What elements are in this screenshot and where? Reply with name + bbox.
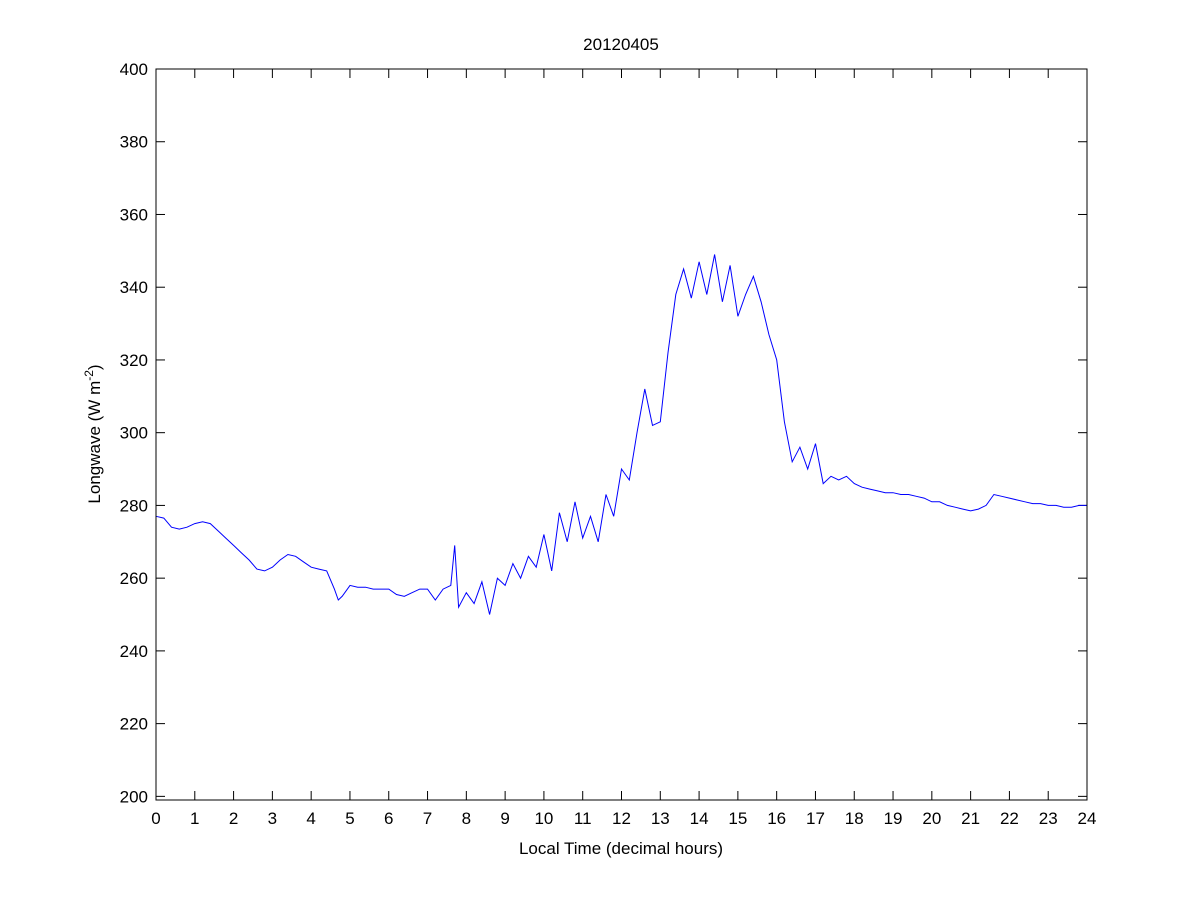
x-tick-label: 13 bbox=[651, 809, 670, 828]
x-tick-label: 4 bbox=[306, 809, 315, 828]
y-tick-label: 240 bbox=[120, 642, 148, 661]
x-tick-label: 6 bbox=[384, 809, 393, 828]
y-tick-label: 300 bbox=[120, 424, 148, 443]
x-tick-label: 9 bbox=[500, 809, 509, 828]
x-tick-label: 7 bbox=[423, 809, 432, 828]
y-tick-label: 260 bbox=[120, 569, 148, 588]
y-tick-label: 380 bbox=[120, 133, 148, 152]
x-tick-label: 5 bbox=[345, 809, 354, 828]
x-tick-label: 1 bbox=[190, 809, 199, 828]
y-tick-label: 340 bbox=[120, 278, 148, 297]
x-tick-label: 16 bbox=[767, 809, 786, 828]
x-tick-label: 12 bbox=[612, 809, 631, 828]
x-tick-label: 11 bbox=[574, 809, 592, 828]
y-axis-label-sup: -2 bbox=[82, 370, 96, 381]
x-tick-label: 20 bbox=[922, 809, 941, 828]
x-tick-label: 24 bbox=[1078, 809, 1097, 828]
y-tick-label: 360 bbox=[120, 205, 148, 224]
y-tick-label: 400 bbox=[120, 60, 148, 79]
x-tick-label: 14 bbox=[690, 809, 709, 828]
x-tick-label: 22 bbox=[1000, 809, 1019, 828]
plot-box bbox=[155, 68, 1088, 801]
x-tick-label: 19 bbox=[884, 809, 903, 828]
x-tick-label: 10 bbox=[534, 809, 553, 828]
x-tick-label: 15 bbox=[728, 809, 747, 828]
y-tick-label: 200 bbox=[120, 787, 148, 806]
x-tick-label: 17 bbox=[806, 809, 825, 828]
x-tick-label: 2 bbox=[229, 809, 238, 828]
y-tick-label: 320 bbox=[120, 351, 148, 370]
y-axis-label: Longwave (W m-2) bbox=[82, 364, 104, 503]
x-tick-label: 8 bbox=[462, 809, 471, 828]
x-tick-label: 3 bbox=[268, 809, 277, 828]
x-tick-label: 18 bbox=[845, 809, 864, 828]
x-tick-label: 0 bbox=[151, 809, 160, 828]
x-tick-label: 21 bbox=[961, 809, 980, 828]
series-line bbox=[155, 254, 1087, 615]
axis-ticks: 0 1 2 3 4 5 6 7 8 9 10 11 12 13 14 15 16 17 18 19 20 21 22 23 24… bbox=[120, 60, 1097, 828]
chart-title: 20120405 bbox=[583, 35, 659, 54]
y-tick-label: 220 bbox=[120, 715, 148, 734]
y-axis-label-close: ) bbox=[85, 364, 104, 370]
y-axis-label-main: Longwave (W m bbox=[85, 381, 104, 504]
x-tick-label: 23 bbox=[1039, 809, 1058, 828]
y-tick-label: 280 bbox=[120, 496, 148, 515]
x-axis-label: Local Time (decimal hours) bbox=[519, 839, 723, 858]
